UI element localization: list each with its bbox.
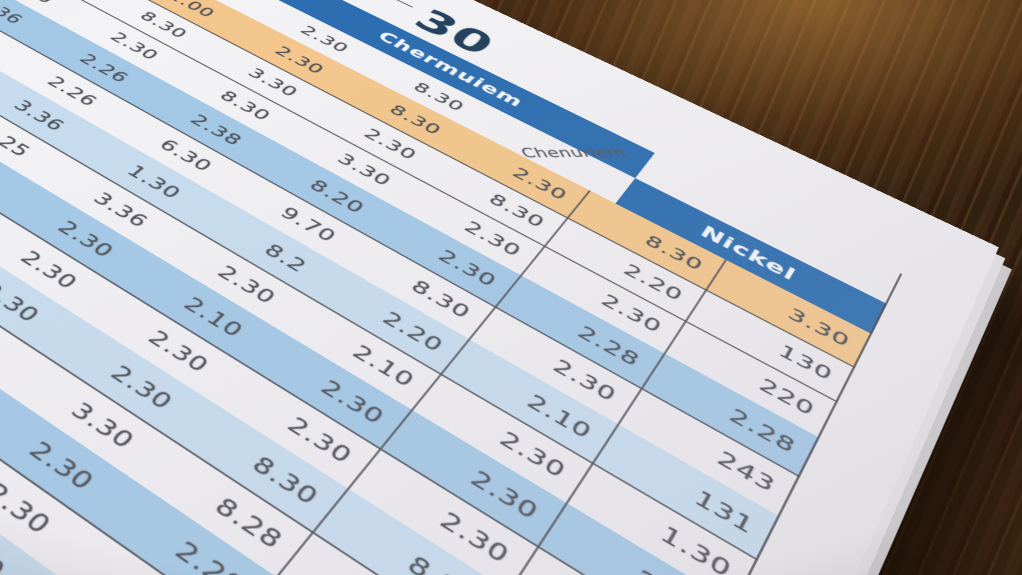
table-rows: 3.101.105.101.59.83.303.202.002.308.303.… xyxy=(0,0,872,575)
paper-sheet-content: 30 Chermuiem Nickel Chenuriem Chenuriem … xyxy=(0,0,903,575)
table-cell: 9.8 xyxy=(307,0,434,7)
paper-sheet: 30 Chermuiem Nickel Chenuriem Chenuriem … xyxy=(0,0,999,575)
